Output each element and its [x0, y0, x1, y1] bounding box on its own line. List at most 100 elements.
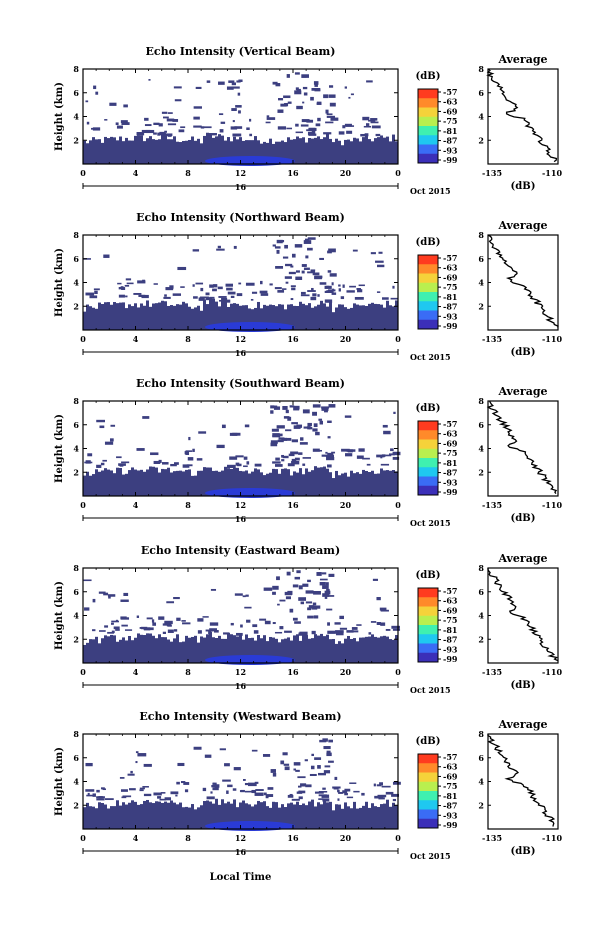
echo-cell	[380, 468, 383, 496]
echo-cell	[245, 305, 248, 330]
x-tick-label: 4	[133, 168, 139, 178]
echo-cell	[149, 136, 152, 164]
echo-cell	[263, 141, 266, 164]
y-tick-label: 2	[73, 800, 79, 810]
echo-cell	[135, 761, 138, 764]
echo-cell	[212, 470, 215, 496]
echo-cell	[193, 106, 202, 109]
echo-cell	[314, 757, 322, 760]
echo-cell	[311, 87, 321, 91]
panel-title: Echo Intensity (Vertical Beam)	[145, 45, 335, 58]
echo-cell	[383, 635, 386, 663]
echo-cell	[170, 472, 173, 496]
echo-cell	[131, 800, 134, 829]
echo-cell	[363, 125, 371, 128]
colorbar-tick-label: -81	[443, 458, 457, 468]
x-tick-label: 0	[80, 667, 86, 677]
echo-cell	[195, 282, 204, 285]
echo-cell	[128, 635, 131, 663]
echo-cell	[332, 288, 335, 292]
echo-cell	[285, 409, 289, 414]
echo-cell	[83, 579, 92, 582]
echo-cell	[322, 787, 326, 790]
echo-cell	[209, 631, 212, 663]
echo-cell	[344, 415, 352, 418]
echo-cell	[87, 453, 93, 457]
echo-cell	[311, 630, 316, 635]
echo-cell	[279, 626, 284, 630]
echo-cell	[329, 273, 337, 277]
echo-cell	[375, 133, 381, 137]
echo-cell	[164, 801, 167, 829]
colorbar-tick-label: -69	[443, 771, 458, 781]
echo-cell	[287, 637, 290, 663]
echo-cell	[104, 302, 107, 330]
echo-cell	[235, 105, 242, 108]
echo-cell	[217, 286, 223, 290]
echo-cell	[298, 452, 303, 455]
echo-cell	[362, 116, 370, 121]
x-tick-label: 12	[235, 833, 246, 843]
echo-cell	[245, 634, 248, 663]
echo-cell	[197, 305, 200, 330]
echo-cell	[120, 120, 128, 124]
echo-cell	[272, 637, 275, 663]
echo-cell	[185, 140, 188, 164]
echo-cell	[126, 282, 134, 285]
echo-cell	[153, 460, 161, 464]
echo-cell	[288, 271, 296, 275]
echo-cell	[143, 471, 146, 496]
echo-cell	[344, 793, 348, 796]
echo-cell	[212, 803, 215, 829]
colorbar-tick-label: -87	[443, 136, 457, 146]
echo-cell	[386, 136, 389, 164]
echo-cell	[277, 109, 284, 113]
echo-cell	[296, 136, 299, 164]
echo-cell	[218, 306, 221, 330]
x-tick-label: 8	[185, 833, 191, 843]
echo-cell	[236, 293, 243, 297]
echo-cell	[287, 803, 290, 829]
average-x-label: (dB)	[511, 846, 536, 857]
echo-cell	[370, 118, 378, 121]
echo-cell	[257, 469, 260, 496]
echo-cell	[347, 635, 350, 663]
average-x-tick-label: -110	[542, 833, 562, 843]
echo-cell	[239, 305, 242, 330]
echo-cell	[307, 131, 315, 136]
echo-cell	[281, 459, 285, 462]
echo-cell	[332, 638, 335, 663]
echo-cell	[275, 802, 278, 829]
echo-cell	[227, 464, 236, 469]
echo-cell	[118, 463, 126, 466]
echo-cell	[266, 117, 276, 120]
echo-cell	[315, 123, 321, 127]
echo-cell	[104, 804, 107, 829]
echo-cell	[276, 249, 280, 254]
echo-cell	[362, 637, 365, 663]
echo-cell	[121, 796, 127, 799]
echo-cell	[350, 307, 353, 330]
echo-cell	[265, 121, 271, 124]
echo-cell	[212, 637, 215, 663]
echo-cell	[344, 802, 347, 829]
echo-cell	[125, 137, 128, 164]
echo-cell	[216, 444, 225, 449]
echo-cell	[104, 798, 114, 801]
echo-cell	[124, 284, 130, 287]
echo-cell	[298, 597, 307, 601]
echo-cell	[317, 117, 321, 122]
echo-cell	[351, 627, 358, 630]
echo-cell	[170, 139, 173, 164]
echo-cell	[269, 636, 272, 663]
echo-cell	[359, 807, 362, 829]
echo-cell	[230, 126, 238, 130]
echo-cell	[167, 639, 170, 663]
echo-cell	[197, 618, 204, 622]
echo-cell	[118, 286, 121, 290]
colorbar-tick-label: -87	[443, 635, 457, 645]
y-tick-label: 6	[73, 753, 79, 763]
day-label: 16	[235, 847, 247, 857]
echo-cell	[282, 455, 289, 459]
echo-cell	[347, 308, 350, 330]
